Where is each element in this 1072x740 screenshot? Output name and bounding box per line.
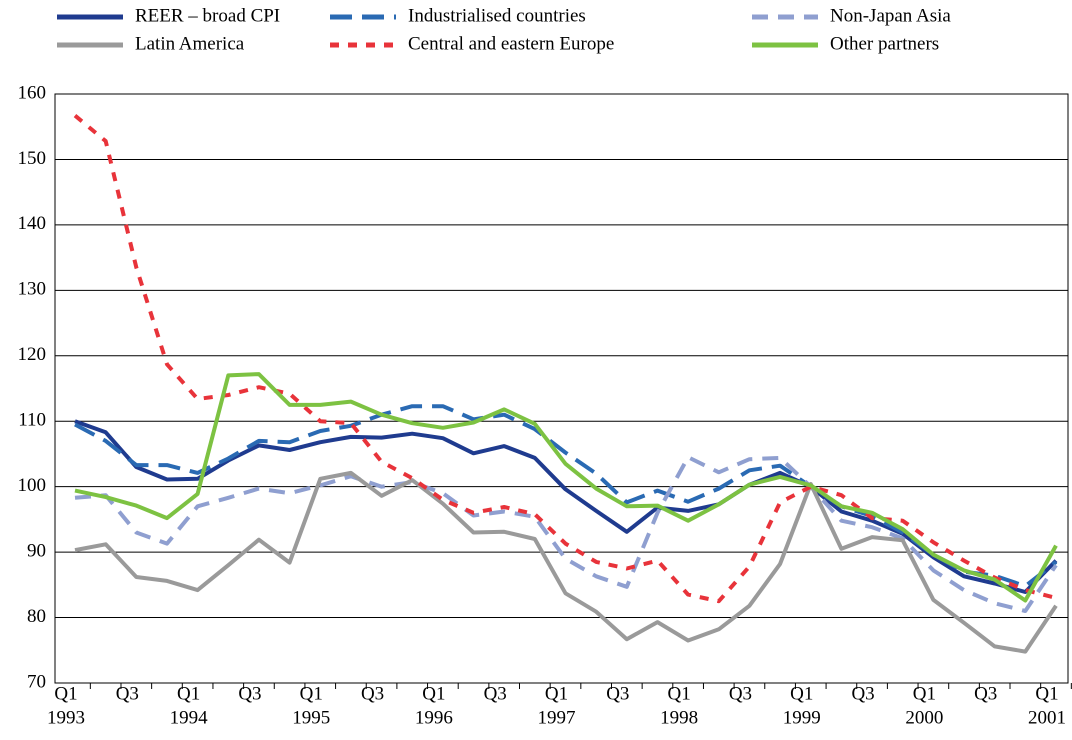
legend-label: Latin America: [135, 33, 245, 54]
x-tick-label: Q1: [300, 683, 323, 704]
x-year-label: 1993: [47, 707, 85, 728]
series-line: [74, 372, 1058, 603]
y-tick-label: 160: [18, 82, 47, 103]
x-tick-label: Q3: [484, 683, 507, 704]
x-tick-label: Q3: [238, 683, 261, 704]
y-tick-label: 140: [18, 213, 47, 234]
x-year-label: 2000: [905, 707, 943, 728]
plot-frame: [54, 93, 1069, 684]
legend-label: Industrialised countries: [408, 5, 586, 26]
series-line: [74, 455, 1058, 613]
series-line: [74, 419, 1058, 594]
x-year-label: 1995: [292, 707, 330, 728]
x-year-label: 2001: [1028, 707, 1066, 728]
x-year-label: 1999: [783, 707, 821, 728]
y-tick-label: 110: [18, 410, 46, 431]
x-tick-label: Q1: [422, 683, 445, 704]
series-line: [74, 404, 1058, 589]
legend-label: Non-Japan Asia: [830, 5, 951, 26]
x-year-label: 1998: [660, 707, 698, 728]
y-tick-label: 130: [18, 279, 47, 300]
series-line: [73, 114, 1057, 604]
x-year-label: 1996: [415, 707, 453, 728]
x-tick-label: Q1: [1035, 683, 1058, 704]
y-tick-label: 120: [18, 344, 47, 365]
legend-label: REER – broad CPI: [135, 5, 280, 26]
x-tick-label: Q1: [668, 683, 691, 704]
x-tick-label: Q1: [913, 683, 936, 704]
x-year-label: 1997: [538, 707, 576, 728]
x-tick-label: Q1: [790, 683, 813, 704]
legend-label: Other partners: [830, 33, 939, 54]
y-tick-label: 70: [27, 671, 46, 692]
y-tick-label: 80: [27, 606, 46, 627]
x-tick-label: Q3: [851, 683, 874, 704]
x-tick-label: Q3: [606, 683, 629, 704]
x-tick-label: Q3: [116, 683, 139, 704]
x-tick-label: Q3: [974, 683, 997, 704]
y-tick-label: 100: [18, 475, 47, 496]
x-tick-label: Q3: [729, 683, 752, 704]
x-tick-label: Q1: [54, 683, 77, 704]
legend-label: Central and eastern Europe: [408, 33, 614, 54]
x-tick-label: Q3: [361, 683, 384, 704]
x-year-label: 1994: [170, 707, 209, 728]
y-tick-label: 150: [18, 148, 47, 169]
x-tick-label: Q1: [177, 683, 200, 704]
y-tick-label: 90: [27, 540, 46, 561]
x-tick-label: Q1: [545, 683, 568, 704]
series-line: [74, 470, 1058, 654]
